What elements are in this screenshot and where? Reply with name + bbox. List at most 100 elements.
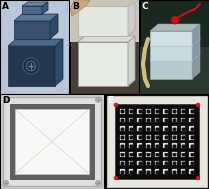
Bar — [155, 161, 159, 166]
Bar — [163, 169, 168, 174]
Bar — [137, 118, 142, 122]
Bar — [120, 161, 125, 166]
Bar — [107, 96, 207, 187]
Bar — [163, 161, 168, 166]
Bar — [129, 143, 133, 148]
Bar — [140, 47, 209, 94]
Bar — [189, 109, 194, 114]
Bar — [172, 126, 177, 131]
Bar — [172, 152, 177, 157]
Bar — [189, 135, 194, 140]
Bar — [181, 118, 185, 122]
Circle shape — [96, 98, 101, 102]
Bar — [172, 161, 177, 166]
Text: E: E — [107, 96, 113, 105]
Polygon shape — [192, 37, 200, 61]
Polygon shape — [14, 21, 50, 39]
Bar — [15, 109, 89, 174]
Bar — [146, 143, 151, 148]
Bar — [146, 118, 151, 122]
Polygon shape — [128, 2, 135, 36]
Bar — [163, 135, 168, 140]
Bar — [3, 97, 101, 186]
Polygon shape — [78, 42, 128, 86]
Bar — [189, 118, 194, 122]
Bar — [129, 126, 133, 131]
Bar — [140, 0, 209, 94]
Text: D: D — [2, 96, 9, 105]
Bar — [155, 109, 159, 114]
Polygon shape — [150, 59, 192, 79]
Bar — [129, 169, 133, 174]
Bar — [172, 118, 177, 122]
Bar — [129, 152, 133, 157]
Bar — [3, 41, 61, 91]
Polygon shape — [8, 46, 55, 86]
Bar — [163, 118, 168, 122]
Bar — [129, 118, 133, 122]
Bar — [181, 143, 185, 148]
Bar — [181, 161, 185, 166]
Bar — [181, 152, 185, 157]
Bar — [172, 109, 177, 114]
Polygon shape — [150, 24, 200, 31]
Bar — [189, 143, 194, 148]
Polygon shape — [22, 6, 42, 14]
Bar — [181, 135, 185, 140]
Bar — [155, 126, 159, 131]
Bar — [137, 135, 142, 140]
Polygon shape — [14, 14, 58, 21]
Polygon shape — [150, 31, 192, 46]
Bar — [189, 126, 194, 131]
Circle shape — [196, 103, 200, 107]
Bar — [137, 143, 142, 148]
Bar — [172, 135, 177, 140]
Bar — [163, 152, 168, 157]
Bar — [163, 109, 168, 114]
Bar — [137, 109, 142, 114]
Bar — [189, 152, 194, 157]
Bar — [120, 126, 125, 131]
Bar — [163, 126, 168, 131]
Circle shape — [171, 16, 179, 24]
Circle shape — [114, 103, 118, 107]
Polygon shape — [42, 2, 48, 14]
Circle shape — [96, 180, 101, 185]
Bar — [137, 152, 142, 157]
Circle shape — [23, 58, 39, 74]
Circle shape — [114, 176, 118, 180]
Bar — [120, 152, 125, 157]
Bar — [189, 161, 194, 166]
Circle shape — [196, 176, 200, 180]
Bar — [189, 169, 194, 174]
Bar — [172, 143, 177, 148]
Bar — [172, 169, 177, 174]
Bar — [120, 118, 125, 122]
Bar — [0, 0, 69, 94]
Bar — [155, 118, 159, 122]
Polygon shape — [150, 44, 192, 61]
Polygon shape — [22, 2, 48, 6]
Bar — [137, 169, 142, 174]
Bar — [120, 143, 125, 148]
Bar — [155, 169, 159, 174]
Bar — [146, 135, 151, 140]
Polygon shape — [128, 36, 135, 86]
Text: A: A — [2, 2, 9, 11]
Bar — [146, 169, 151, 174]
Bar — [115, 104, 199, 179]
Bar — [155, 152, 159, 157]
Polygon shape — [70, 0, 90, 16]
Bar — [137, 126, 142, 131]
Bar — [120, 169, 125, 174]
Polygon shape — [78, 6, 128, 36]
Bar — [146, 126, 151, 131]
Bar — [181, 169, 185, 174]
Polygon shape — [50, 14, 58, 39]
Bar — [10, 104, 94, 179]
Bar — [120, 135, 125, 140]
Bar — [146, 161, 151, 166]
Bar — [120, 109, 125, 114]
Bar — [146, 109, 151, 114]
Bar — [155, 135, 159, 140]
